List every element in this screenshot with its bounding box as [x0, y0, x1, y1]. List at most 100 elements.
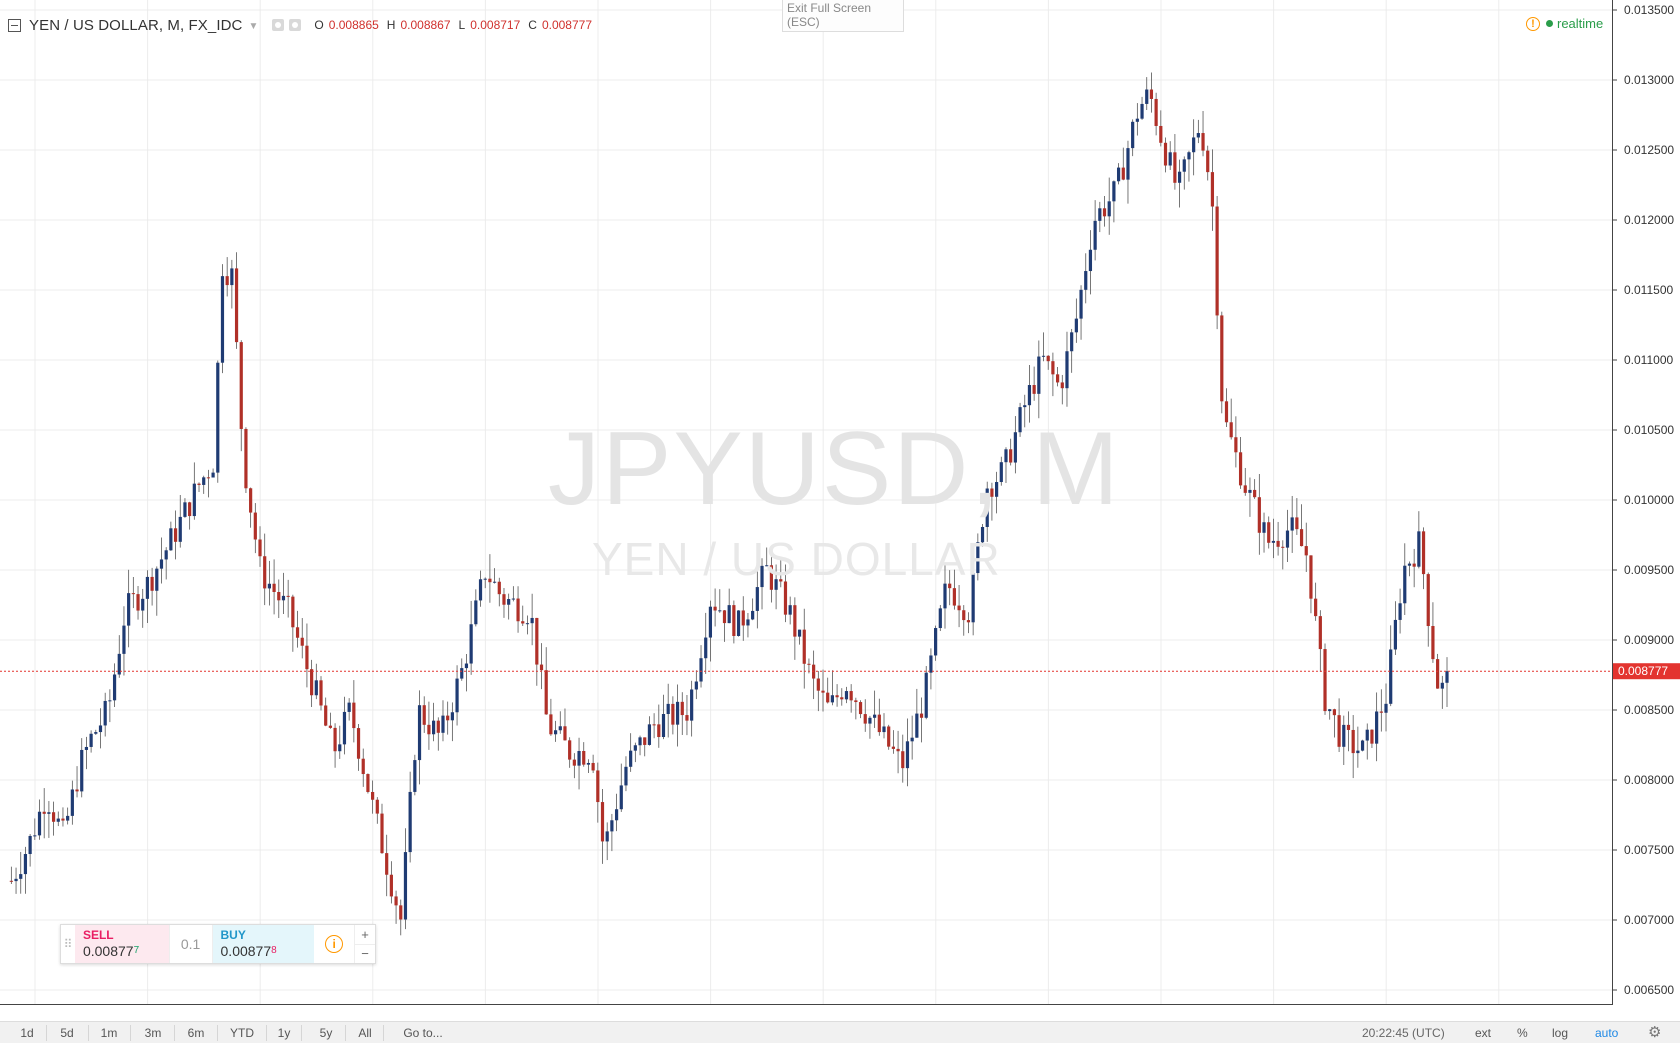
range-button-1d[interactable]: 1d: [20, 1026, 34, 1040]
candle: [572, 753, 576, 779]
candle-body-up: [483, 578, 487, 580]
toolbar-separator: [301, 1025, 302, 1041]
candle: [347, 698, 351, 721]
candle-body-down: [225, 276, 229, 286]
candle-body-up: [66, 815, 70, 821]
chart-area[interactable]: 0.006500 0.007000 0.007500 0.008000 0.008500…: [0, 0, 1680, 1005]
candle-body-up: [23, 854, 28, 875]
candle-body-up: [403, 852, 408, 920]
log-scale-toggle[interactable]: log: [1552, 1026, 1569, 1040]
candle: [1346, 711, 1351, 752]
range-button-ytd[interactable]: YTD: [230, 1026, 254, 1040]
close-key: C: [528, 18, 537, 32]
range-button-6m[interactable]: 6m: [187, 1026, 205, 1040]
quantity-field[interactable]: 0.1: [168, 925, 213, 963]
extended-hours-toggle[interactable]: ext: [1475, 1026, 1492, 1040]
decrease-quantity-button[interactable]: −: [361, 946, 369, 962]
candle: [352, 680, 356, 743]
candle: [563, 708, 567, 741]
go-to-date-button[interactable]: Go to...: [403, 1026, 443, 1040]
eye-icon[interactable]: [272, 19, 285, 31]
candle: [868, 715, 872, 739]
candle-body-down: [488, 578, 492, 583]
range-button-1m[interactable]: 1m: [100, 1026, 118, 1040]
candle-body-up: [408, 791, 412, 853]
auto-scale-toggle[interactable]: auto: [1595, 1026, 1619, 1040]
candle-body-up: [830, 695, 834, 703]
toolbar-separator: [217, 1025, 218, 1041]
candle-body-up: [629, 750, 633, 767]
sell-button[interactable]: SELL 0.008777: [74, 925, 169, 963]
buy-button[interactable]: BUY 0.008778: [212, 925, 315, 963]
candle-body-up: [1112, 181, 1116, 202]
y-tick-label: 0.010000: [1624, 493, 1674, 507]
candle: [755, 569, 759, 629]
candle-body-down: [319, 680, 323, 706]
candle: [1375, 692, 1379, 762]
candle-body-up: [605, 831, 609, 842]
candle: [1093, 200, 1097, 261]
candle: [1370, 729, 1374, 748]
range-button-5d[interactable]: 5d: [60, 1026, 74, 1040]
time-axis[interactable]: 1992199419961998200020022004200620082010…: [22, 1004, 1513, 1005]
candle-body-up: [314, 680, 318, 696]
toolbar-separator: [345, 1025, 346, 1041]
candle-body-up: [751, 610, 755, 620]
candlestick-chart[interactable]: 0.006500 0.007000 0.007500 0.008000 0.008500…: [0, 0, 1680, 1005]
increase-quantity-button[interactable]: +: [355, 925, 375, 945]
candle: [812, 650, 816, 700]
range-button-all[interactable]: All: [358, 1026, 372, 1040]
exit-fullscreen-hint[interactable]: Exit Full Screen (ESC): [782, 0, 904, 32]
candle-body-up: [155, 568, 159, 591]
candle-body-down: [300, 637, 304, 646]
range-button-1y[interactable]: 1y: [277, 1026, 291, 1040]
candle: [436, 717, 440, 751]
candle: [999, 456, 1003, 486]
candle: [225, 257, 229, 297]
chevron-down-icon[interactable]: ▼: [248, 20, 259, 32]
candle-body-down: [1337, 715, 1341, 747]
candle: [671, 696, 675, 735]
settings-icon[interactable]: [289, 19, 302, 31]
candle: [1309, 555, 1313, 614]
candle-body-down: [399, 905, 403, 920]
candle: [558, 711, 562, 734]
candle: [385, 834, 389, 897]
candle-body-down: [802, 629, 806, 664]
candle-body-up: [666, 703, 670, 715]
candle: [1187, 150, 1191, 182]
warning-icon[interactable]: !: [1526, 16, 1540, 31]
candle-body-up: [1398, 603, 1402, 620]
candle-body-up: [1192, 137, 1196, 153]
info-button[interactable]: i: [314, 925, 356, 963]
candle: [1262, 512, 1266, 553]
price-axis[interactable]: 0.006500 0.007000 0.007500 0.008000 0.008500…: [1612, 3, 1674, 997]
drag-handle-icon[interactable]: ⠿: [63, 937, 73, 951]
candle: [253, 503, 257, 554]
candle-body-up: [216, 362, 220, 473]
candle-body-up: [999, 462, 1003, 483]
candle: [1098, 201, 1102, 233]
candle-body-up: [464, 663, 469, 669]
candle: [1182, 156, 1186, 190]
candle: [1295, 498, 1299, 535]
candle-body-up: [281, 595, 286, 601]
candle-body-up: [267, 583, 271, 589]
candle-body-down: [769, 565, 774, 590]
watermark-description: YEN / US DOLLAR: [592, 533, 1001, 585]
candle: [408, 771, 412, 863]
candle-body-up: [553, 730, 558, 735]
symbol-title[interactable]: YEN / US DOLLAR, M, FX_IDC: [29, 16, 243, 34]
gear-icon[interactable]: ⚙: [1648, 1024, 1662, 1041]
range-button-5y[interactable]: 5y: [319, 1026, 333, 1040]
collapse-legend-button[interactable]: [8, 18, 21, 32]
candle: [220, 264, 225, 374]
candle: [553, 720, 558, 742]
percent-scale-toggle[interactable]: %: [1517, 1026, 1528, 1040]
candle: [33, 818, 37, 840]
candle-body-up: [1262, 522, 1266, 533]
candle: [751, 598, 755, 621]
candle: [685, 694, 689, 736]
range-button-3m[interactable]: 3m: [144, 1026, 162, 1040]
candle: [511, 586, 515, 602]
